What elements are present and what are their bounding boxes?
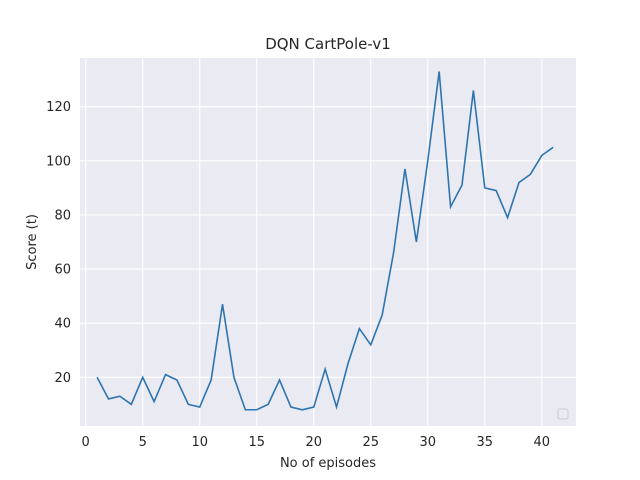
y-tick-label: 20 bbox=[54, 371, 71, 386]
y-tick-label: 60 bbox=[54, 263, 71, 278]
x-tick-label: 20 bbox=[305, 435, 322, 450]
y-tick-label: 80 bbox=[54, 208, 71, 223]
x-tick-label: 25 bbox=[362, 435, 379, 450]
x-tick-label: 5 bbox=[139, 435, 147, 450]
x-tick-label: 30 bbox=[419, 435, 436, 450]
y-axis-label: Score (t) bbox=[25, 214, 40, 270]
x-tick-label: 35 bbox=[477, 435, 494, 450]
x-tick-label: 15 bbox=[248, 435, 265, 450]
x-tick-label: 10 bbox=[191, 435, 208, 450]
series-line bbox=[96, 71, 554, 411]
y-tick-label: 100 bbox=[46, 154, 71, 169]
x-axis-label: No of episodes bbox=[280, 456, 376, 471]
x-tick-label: 40 bbox=[534, 435, 551, 450]
x-tick-label: 0 bbox=[82, 435, 90, 450]
plot-area bbox=[80, 58, 576, 426]
grid-lines bbox=[80, 58, 576, 426]
chart-title: DQN CartPole-v1 bbox=[265, 35, 391, 53]
y-tick-label: 120 bbox=[46, 100, 71, 115]
tick-labels: 0 5 10 15 20 25 30 35 40 20 40 60 80 100 120 bbox=[46, 100, 550, 450]
y-tick-label: 40 bbox=[54, 317, 71, 332]
legend-box bbox=[557, 408, 569, 420]
